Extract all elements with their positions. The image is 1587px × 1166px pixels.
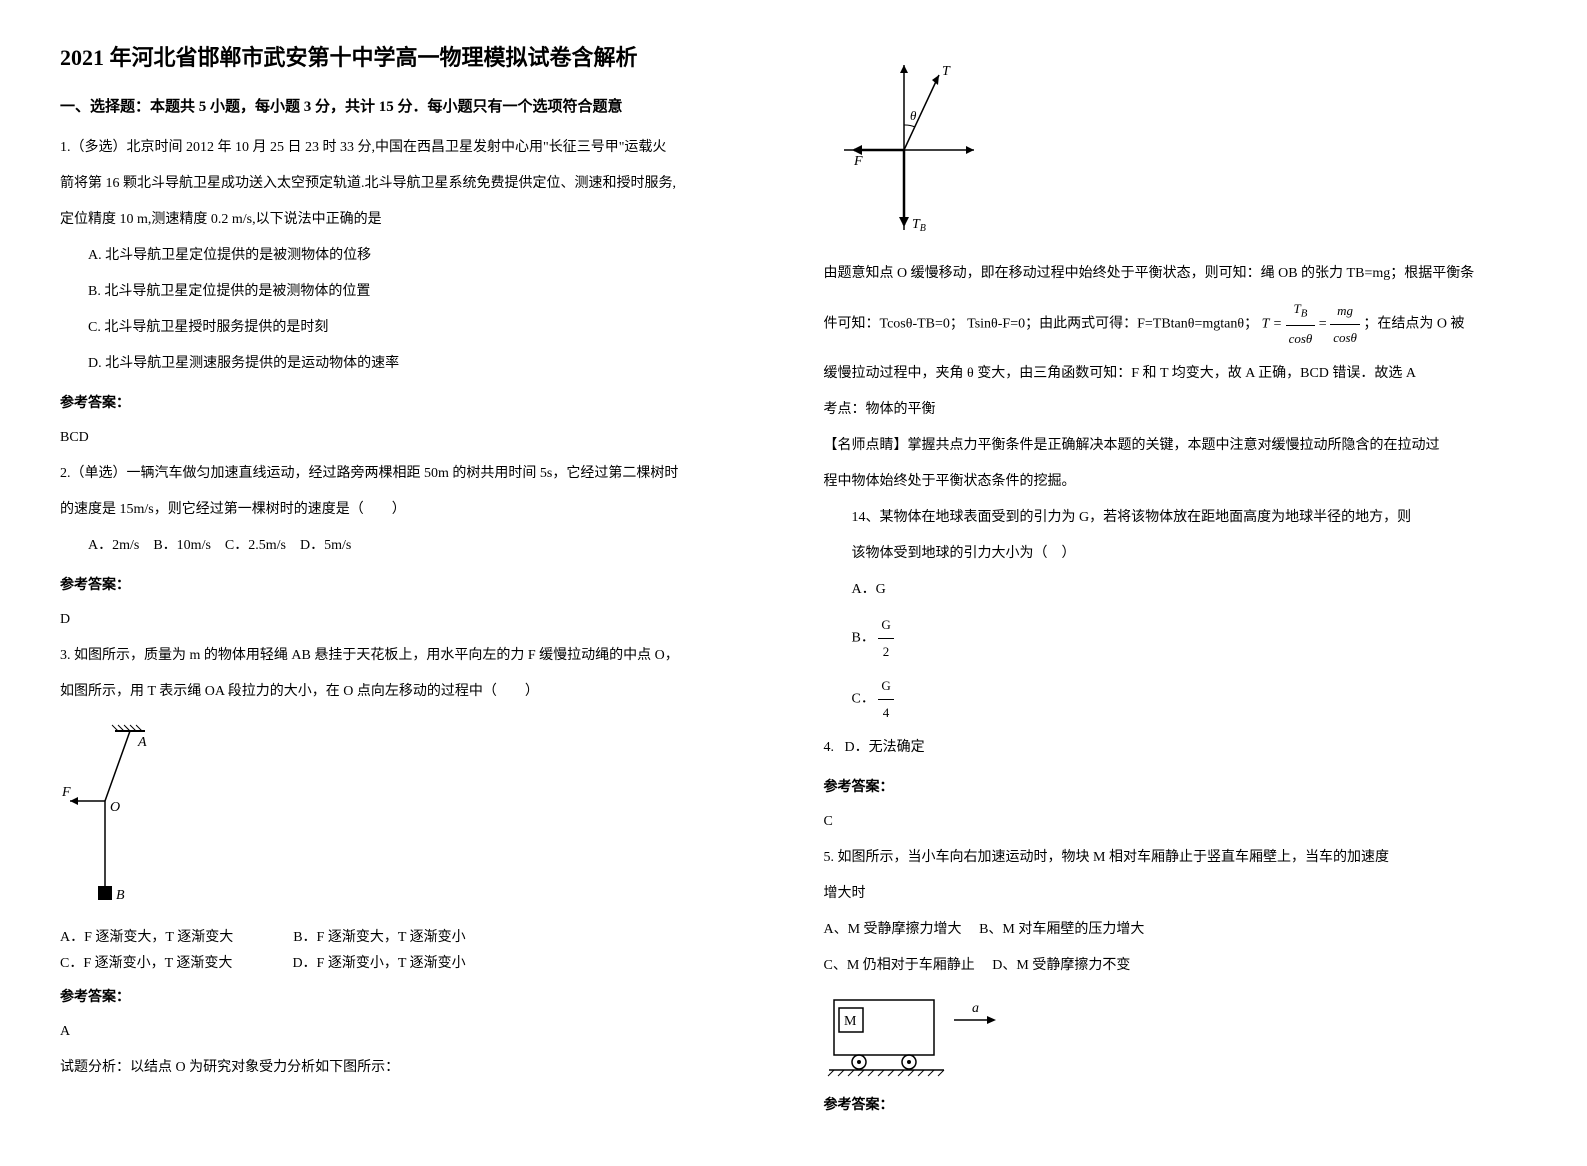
q1-option-c: C. 北斗导航卫星授时服务提供的是时刻 [60, 314, 764, 342]
q3-svg: A F O B [60, 716, 180, 916]
label-o: O [110, 800, 120, 815]
q3-answer-label: 参考答案： [60, 984, 764, 1012]
q5-option-b: B、M 对车厢壁的压力增大 [979, 922, 1144, 937]
q4-option-c: C． G4 [824, 673, 1528, 726]
right-column: T θ F TB 由题意知点 O 缓慢移动，即在移动过程中始终处于平衡状态，则可… [824, 40, 1528, 1126]
q3-stem-line2: 如图所示，用 T 表示绳 OA 段拉力的大小，在 O 点向左移动的过程中（ ） [60, 678, 764, 706]
q5-answer-label: 参考答案： [824, 1092, 1528, 1120]
q3-option-d: D．F 逐渐变小，T 逐渐变小 [292, 952, 465, 972]
q4-stem-line1: 14、某物体在地球表面受到的引力为 G，若将该物体放在距地面高度为地球半径的地方… [824, 504, 1528, 532]
q5-stem-line2: 增大时 [824, 880, 1528, 908]
q5-option-d: D、M 受静摩擦力不变 [992, 958, 1130, 973]
q2-stem-line1: 2.（单选）一辆汽车做匀加速直线运动，经过路旁两棵相距 50m 的树共用时间 5… [60, 460, 764, 488]
label-theta: θ [910, 108, 917, 123]
q3-diagram: A F O B [60, 716, 764, 916]
label-a2: a [972, 1001, 979, 1016]
analysis-line3: 缓慢拉动过程中，夹角 θ 变大，由三角函数可知：F 和 T 均变大，故 A 正确… [824, 360, 1528, 388]
analysis-line2: 件可知：Tcosθ-TB=0； Tsinθ-F=0；由此两式可得：F=TBtan… [824, 296, 1528, 352]
q4-option-d-row: 4. D．无法确定 [824, 734, 1528, 762]
tip-line1: 【名师点睛】掌握共点力平衡条件是正确解决本题的关键，本题中注意对缓慢拉动所隐含的… [824, 432, 1528, 460]
q2-answer-label: 参考答案： [60, 572, 764, 600]
q5-diagram: M a [824, 990, 1528, 1080]
q1-answer-label: 参考答案： [60, 390, 764, 418]
label-f2: F [853, 154, 863, 169]
q1-option-a: A. 北斗导航卫星定位提供的是被测物体的位移 [60, 242, 764, 270]
q4-option-b: B． G2 [824, 612, 1528, 665]
q5-svg: M a [824, 990, 1024, 1080]
q4-optc-text: C． [852, 692, 875, 707]
q5-option-a: A、M 受静摩擦力增大 [824, 922, 962, 937]
q5-stem-line1: 5. 如图所示，当小车向右加速运动时，物块 M 相对车厢静止于竖直车厢壁上，当车… [824, 844, 1528, 872]
document-title: 2021 年河北省邯郸市武安第十中学高一物理模拟试卷含解析 [60, 40, 764, 72]
analysis-line2b: ；在结点为 O 被 [1363, 316, 1464, 331]
force-svg: T θ F TB [824, 50, 1004, 250]
q1-option-b: B. 北斗导航卫星定位提供的是被测物体的位置 [60, 278, 764, 306]
q5-options-cd: C、M 仍相对于车厢静止 D、M 受静摩擦力不变 [824, 952, 1528, 980]
q3-stem-line1: 3. 如图所示，质量为 m 的物体用轻绳 AB 悬挂于天花板上，用水平向左的力 … [60, 642, 764, 670]
q3-analysis: 试题分析：以结点 O 为研究对象受力分析如下图所示： [60, 1054, 764, 1082]
q3-answer: A [60, 1018, 764, 1046]
q2-answer: D [60, 606, 764, 634]
section-heading: 一、选择题：本题共 5 小题，每小题 3 分，共计 15 分．每小题只有一个选项… [60, 92, 764, 122]
q1-stem-line2: 箭将第 16 颗北斗导航卫星成功送入太空预定轨道.北斗导航卫星系统免费提供定位、… [60, 170, 764, 198]
q1-option-d: D. 北斗导航卫星测速服务提供的是运动物体的速率 [60, 350, 764, 378]
tip-line2: 程中物体始终处于平衡状态条件的挖掘。 [824, 468, 1528, 496]
q4-answer-label: 参考答案： [824, 774, 1528, 802]
q4-optb-text: B． [852, 631, 875, 646]
kaodian: 考点：物体的平衡 [824, 396, 1528, 424]
q2-stem-line2: 的速度是 15m/s，则它经过第一棵树时的速度是（ ） [60, 496, 764, 524]
q1-answer: BCD [60, 424, 764, 452]
label-tb: TB [912, 217, 926, 234]
label-a: A [137, 735, 147, 750]
q4-stem-line2: 该物体受到地球的引力大小为（ ） [824, 540, 1528, 568]
q4-option-d: D．无法确定 [838, 740, 925, 755]
q2-options: A．2m/s B．10m/s C．2.5m/s D．5m/s [60, 532, 764, 560]
label-t: T [942, 64, 951, 79]
q3-options-row1: A．F 逐渐变大，T 逐渐变大 B．F 逐渐变大，T 逐渐变小 [60, 926, 764, 946]
q4-prefix: 4. [824, 740, 835, 755]
q5-options-ab: A、M 受静摩擦力增大 B、M 对车厢壁的压力增大 [824, 916, 1528, 944]
q3-option-b: B．F 逐渐变大，T 逐渐变小 [293, 926, 465, 946]
q5-option-c: C、M 仍相对于车厢静止 [824, 958, 975, 973]
force-diagram: T θ F TB [824, 50, 1528, 250]
q4-answer: C [824, 808, 1528, 836]
q1-stem-line3: 定位精度 10 m,测速精度 0.2 m/s,以下说法中正确的是 [60, 206, 764, 234]
analysis-line2a: 件可知：Tcosθ-TB=0； Tsinθ-F=0；由此两式可得：F=TBtan… [824, 316, 1259, 331]
label-m: M [844, 1014, 857, 1029]
q4-option-a: A．G [824, 576, 1528, 604]
label-f: F [61, 785, 71, 800]
page-container: 2021 年河北省邯郸市武安第十中学高一物理模拟试卷含解析 一、选择题：本题共 … [60, 40, 1527, 1126]
q3-option-a: A．F 逐渐变大，T 逐渐变大 [60, 926, 233, 946]
label-b: B [116, 888, 125, 903]
q3-option-c: C．F 逐渐变小，T 逐渐变大 [60, 952, 232, 972]
q1-stem-line1: 1.（多选）北京时间 2012 年 10 月 25 日 23 时 33 分,中国… [60, 134, 764, 162]
analysis-line1: 由题意知点 O 缓慢移动，即在移动过程中始终处于平衡状态，则可知：绳 OB 的张… [824, 260, 1528, 288]
q3-options-row2: C．F 逐渐变小，T 逐渐变大 D．F 逐渐变小，T 逐渐变小 [60, 952, 764, 972]
left-column: 2021 年河北省邯郸市武安第十中学高一物理模拟试卷含解析 一、选择题：本题共 … [60, 40, 764, 1126]
